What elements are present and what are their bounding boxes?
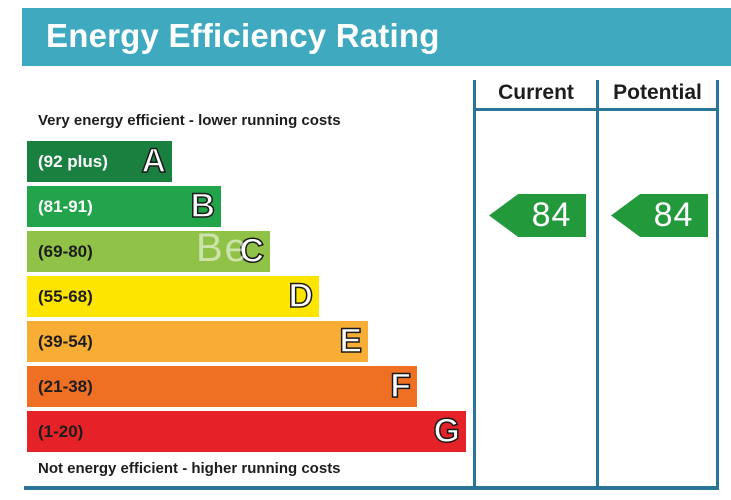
band-letter: F <box>389 366 411 406</box>
band-letter: G <box>433 411 461 451</box>
column-header-underline <box>473 108 719 111</box>
band-range-label: (1-20) <box>38 422 84 441</box>
potential-column-header: Potential <box>613 81 702 104</box>
band-range-label: (69-80) <box>38 242 93 261</box>
band-letter: C <box>239 231 265 271</box>
band-range-label: (21-38) <box>38 377 93 396</box>
band-letter: E <box>339 321 363 361</box>
band-range-label: (92 plus) <box>38 152 108 171</box>
header-bar: Energy Efficiency Rating <box>22 8 731 66</box>
band-c: (69-80) C <box>27 231 270 272</box>
band-letter: A <box>141 141 167 181</box>
band-range-label: (55-68) <box>38 287 93 306</box>
current-column-left-border <box>473 80 476 486</box>
band-e: (39-54) E <box>27 321 368 362</box>
potential-rating-arrow: 84 <box>611 194 708 237</box>
potential-rating-value: 84 <box>653 196 694 234</box>
right-border <box>716 80 719 486</box>
band-a: (92 plus) A <box>27 141 172 182</box>
band-range-label: (81-91) <box>38 197 93 216</box>
band-d: (55-68) D <box>27 276 319 317</box>
band-f: (21-38) F <box>27 366 417 407</box>
band-letter: D <box>288 276 314 316</box>
current-rating-arrow: 84 <box>489 194 586 237</box>
band-letter: B <box>190 186 216 226</box>
bottom-caption: Not energy efficient - higher running co… <box>38 460 341 477</box>
current-rating-value: 84 <box>531 196 572 234</box>
potential-column-left-border <box>596 80 599 486</box>
page-title: Energy Efficiency Rating <box>46 17 440 54</box>
band-g: (1-20) G <box>27 411 466 452</box>
current-column-header: Current <box>498 81 574 104</box>
band-b: (81-91) B <box>27 186 221 227</box>
bottom-border <box>24 486 719 490</box>
top-caption: Very energy efficient - lower running co… <box>38 112 341 129</box>
band-range-label: (39-54) <box>38 332 93 351</box>
